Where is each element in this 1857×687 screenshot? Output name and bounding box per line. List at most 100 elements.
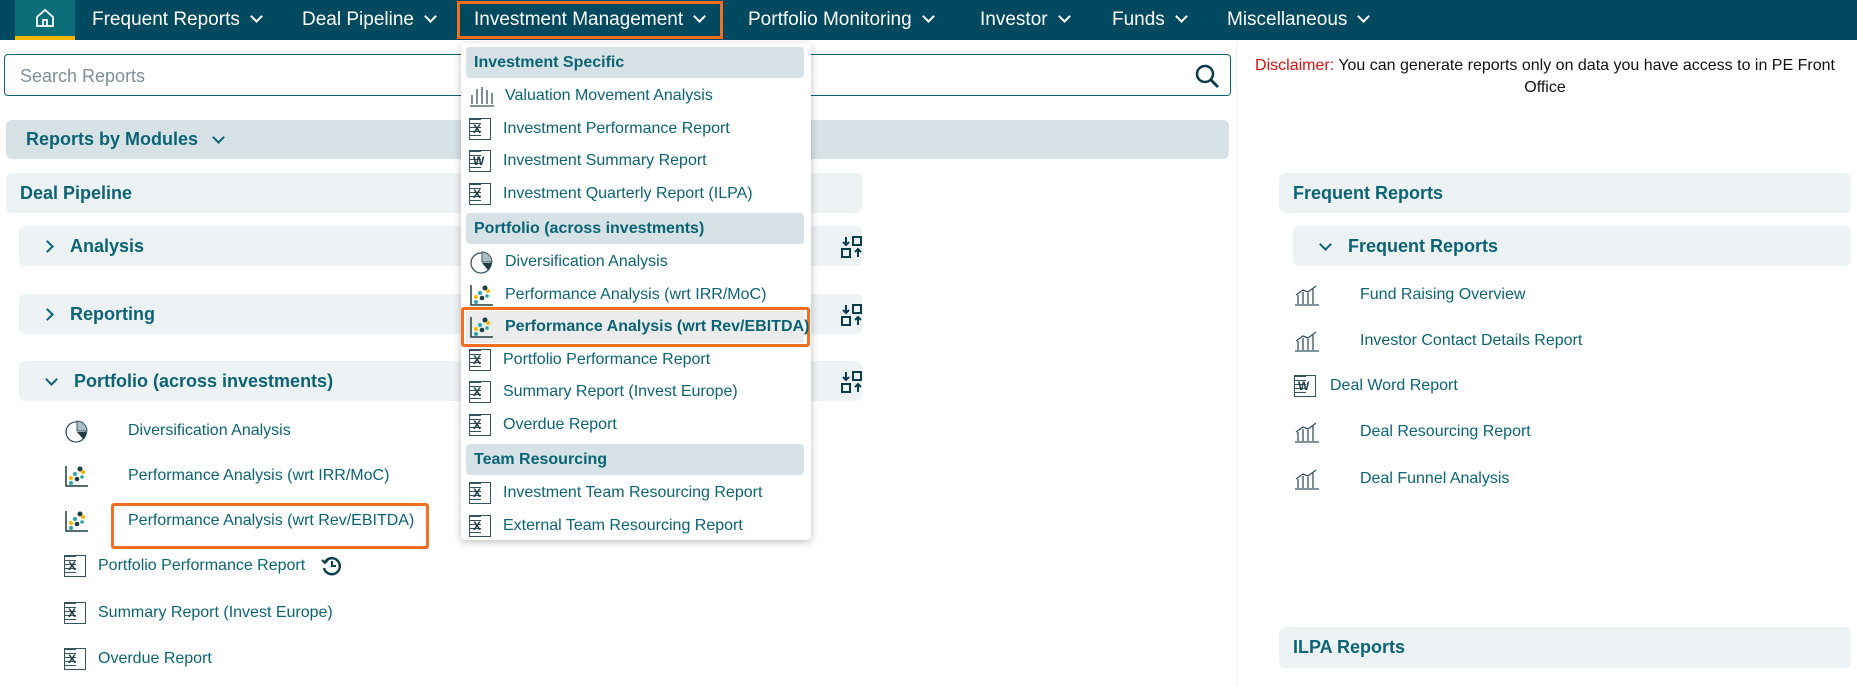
nav-item[interactable]: Portfolio Monitoring bbox=[748, 0, 935, 40]
dropdown-item-label[interactable]: Summary Report (Invest Europe) bbox=[503, 383, 738, 400]
dropdown-item[interactable]: Performance Analysis (wrt Rev/EBITDA) bbox=[469, 312, 809, 342]
dropdown-item[interactable]: Performance Analysis (wrt IRR/MoC) bbox=[469, 280, 766, 310]
nav-label: Deal Pipeline bbox=[302, 9, 414, 30]
search-icon[interactable] bbox=[1194, 63, 1220, 89]
frequent-report-item[interactable]: Investor Contact Details Report bbox=[1294, 329, 1582, 353]
report-label[interactable]: Overdue Report bbox=[98, 650, 212, 667]
nav-label: Miscellaneous bbox=[1227, 9, 1348, 30]
home-icon bbox=[36, 8, 54, 27]
dropdown-item-label[interactable]: Valuation Movement Analysis bbox=[505, 87, 713, 104]
dropdown-item[interactable]: W Investment Summary Report bbox=[469, 146, 707, 176]
frequent-report-item[interactable]: Deal Resourcing Report bbox=[1294, 420, 1531, 444]
nav-label: Portfolio Monitoring bbox=[748, 9, 912, 30]
chevron-down-icon bbox=[249, 10, 263, 23]
nav-item[interactable]: Deal Pipeline bbox=[302, 0, 437, 40]
dropdown-item[interactable]: X Investment Quarterly Report (ILPA) bbox=[469, 179, 753, 209]
report-label[interactable]: Performance Analysis (wrt Rev/EBITDA) bbox=[128, 512, 415, 529]
scatter-chart-icon bbox=[64, 464, 90, 488]
highlight-box bbox=[111, 503, 429, 549]
dropdown-item-label[interactable]: Overdue Report bbox=[503, 415, 617, 433]
dropdown-item[interactable]: X External Team Resourcing Report bbox=[469, 511, 743, 541]
dropdown-item[interactable]: X Investment Team Resourcing Report bbox=[469, 478, 762, 508]
highlight-box bbox=[457, 1, 723, 39]
top-nav: Frequent Reports Deal Pipeline Investment … bbox=[0, 0, 1857, 40]
nav-item[interactable]: Funds bbox=[1112, 0, 1188, 40]
dropdown-section-header: Investment Specific bbox=[466, 47, 804, 78]
section-title: ILPA Reports bbox=[1293, 637, 1406, 657]
report-item[interactable]: X Summary Report (Invest Europe) bbox=[64, 602, 333, 624]
section-title: Deal Pipeline bbox=[20, 182, 133, 203]
report-item[interactable]: Performance Analysis (wrt Rev/EBITDA) bbox=[64, 509, 414, 533]
excel-file-icon: X bbox=[469, 413, 491, 436]
frequent-report-item[interactable]: Fund Raising Overview bbox=[1294, 283, 1525, 307]
group-label: Portfolio (across investments) bbox=[74, 370, 334, 391]
nav-label: Investor bbox=[980, 9, 1048, 30]
report-item[interactable]: Performance Analysis (wrt IRR/MoC) bbox=[64, 464, 389, 488]
scatter-chart-icon bbox=[469, 315, 493, 339]
chevron-down-icon bbox=[45, 372, 58, 386]
section-ilpa-reports: ILPA Reports bbox=[1279, 627, 1851, 668]
chevron-down-icon bbox=[1174, 10, 1188, 23]
disclaimer: Disclaimer: You can generate reports onl… bbox=[1250, 55, 1840, 99]
home-button[interactable] bbox=[15, 0, 75, 40]
report-label[interactable]: Diversification Analysis bbox=[128, 422, 291, 439]
dropdown-item[interactable]: X Portfolio Performance Report bbox=[469, 345, 710, 375]
chevron-down-icon bbox=[921, 10, 935, 23]
bar-chart-icon bbox=[1294, 467, 1320, 491]
sort-icon[interactable] bbox=[841, 371, 863, 398]
report-item[interactable]: X Portfolio Performance Report bbox=[64, 555, 343, 577]
dropdown-item-label[interactable]: Performance Analysis (wrt IRR/MoC) bbox=[505, 285, 767, 303]
dropdown-item-label[interactable]: Diversification Analysis bbox=[505, 253, 668, 270]
dropdown-item-label[interactable]: Portfolio Performance Report bbox=[503, 350, 711, 368]
dropdown-section-header: Team Resourcing bbox=[466, 444, 804, 475]
dropdown-item[interactable]: X Overdue Report bbox=[469, 410, 617, 440]
word-file-icon: W bbox=[1294, 375, 1316, 397]
frequent-report-item[interactable]: W Deal Word Report bbox=[1294, 375, 1458, 397]
report-label[interactable]: Deal Funnel Analysis bbox=[1360, 470, 1510, 487]
dropdown-item-label[interactable]: Performance Analysis (wrt Rev/EBITDA) bbox=[505, 318, 810, 335]
dropdown-item[interactable]: X Summary Report (Invest Europe) bbox=[469, 377, 738, 407]
report-label[interactable]: Performance Analysis (wrt IRR/MoC) bbox=[128, 467, 390, 484]
nav-label: Investment Management bbox=[474, 9, 684, 30]
dropdown-item-label[interactable]: Investment Performance Report bbox=[503, 119, 730, 137]
dropdown-item-label[interactable]: External Team Resourcing Report bbox=[503, 516, 743, 534]
nav-item[interactable]: Miscellaneous bbox=[1227, 0, 1371, 40]
excel-file-icon: X bbox=[469, 381, 491, 403]
sort-icon[interactable] bbox=[841, 304, 863, 331]
chevron-down-icon bbox=[1319, 237, 1332, 251]
report-label[interactable]: Portfolio Performance Report bbox=[98, 557, 306, 574]
sort-icon[interactable] bbox=[841, 236, 863, 263]
disclaimer-text: You can generate reports only on data yo… bbox=[1338, 57, 1835, 96]
dropdown-item[interactable]: Diversification Analysis bbox=[469, 247, 668, 277]
dropdown-section-header: Portfolio (across investments) bbox=[466, 213, 804, 244]
nav-item[interactable]: Investment Management bbox=[474, 0, 706, 40]
dropdown-item-label[interactable]: Investment Quarterly Report (ILPA) bbox=[503, 184, 753, 202]
excel-file-icon: X bbox=[469, 182, 491, 205]
report-label[interactable]: Deal Word Report bbox=[1330, 377, 1458, 394]
dropdown-item-label[interactable]: Investment Team Resourcing Report bbox=[503, 484, 763, 501]
chevron-down-icon bbox=[1057, 10, 1071, 23]
bar-chart-icon bbox=[1294, 420, 1320, 444]
group-frequent-reports[interactable]: Frequent Reports bbox=[1293, 226, 1851, 266]
excel-file-icon: X bbox=[469, 348, 491, 371]
chevron-right-icon bbox=[41, 239, 54, 253]
dropdown-item-label[interactable]: Investment Summary Report bbox=[503, 152, 707, 169]
frequent-report-item[interactable]: Deal Funnel Analysis bbox=[1294, 467, 1509, 491]
chevron-down-icon bbox=[212, 131, 225, 144]
nav-item[interactable]: Investor bbox=[980, 0, 1071, 40]
nav-item[interactable]: Frequent Reports bbox=[92, 0, 263, 40]
section-title: Frequent Reports bbox=[1293, 182, 1444, 203]
bar-chart-icon bbox=[1294, 283, 1320, 307]
group-label: Reporting bbox=[70, 303, 155, 324]
report-label[interactable]: Fund Raising Overview bbox=[1360, 286, 1526, 303]
dropdown-item[interactable]: Valuation Movement Analysis bbox=[469, 81, 713, 111]
report-label[interactable]: Deal Resourcing Report bbox=[1360, 423, 1531, 440]
report-item[interactable]: X Overdue Report bbox=[64, 648, 212, 670]
bar-chart-icon bbox=[1294, 329, 1320, 353]
report-label[interactable]: Investor Contact Details Report bbox=[1360, 332, 1583, 349]
report-item[interactable]: Diversification Analysis bbox=[64, 419, 291, 443]
history-icon[interactable] bbox=[321, 555, 343, 577]
report-label[interactable]: Summary Report (Invest Europe) bbox=[98, 604, 333, 621]
section-frequent-reports: Frequent Reports bbox=[1279, 173, 1851, 213]
dropdown-item[interactable]: X Investment Performance Report bbox=[469, 114, 730, 144]
